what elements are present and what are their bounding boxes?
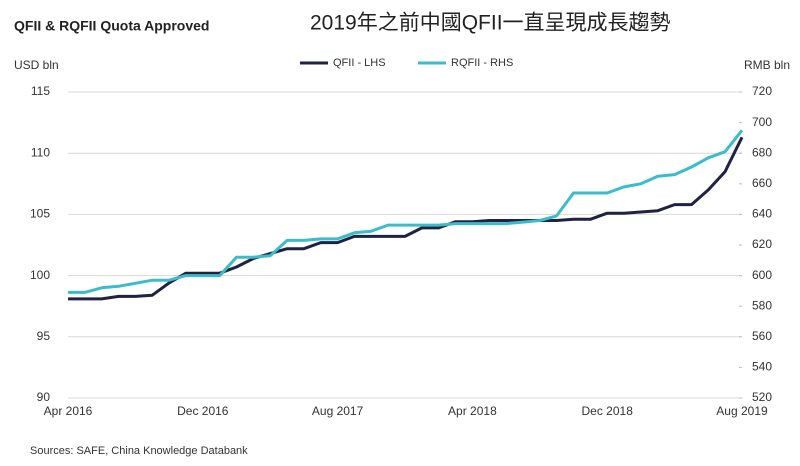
y2-tick-label: 580 [752, 298, 772, 312]
y2-tick-label: 680 [752, 145, 772, 159]
x-tick-label: Apr 2016 [44, 404, 93, 418]
chart-title: QFII & RQFII Quota Approved [14, 18, 209, 34]
series-line [68, 136, 744, 301]
y-tick-label: 115 [31, 84, 50, 98]
y-tick-label: 90 [37, 390, 51, 404]
y-tick-label: 100 [30, 268, 50, 282]
chart-subtitle: 2019年之前中國QFII一直呈現成長趨勢 [310, 12, 671, 35]
y2-tick-label: 700 [752, 115, 772, 129]
y2-axis-label: RMB bln [744, 58, 790, 72]
y2-tick-label: 660 [752, 176, 772, 190]
y2-tick-label: 560 [752, 329, 772, 343]
legend-label: RQFII - RHS [451, 57, 513, 69]
y2-tick-label: 720 [752, 84, 772, 98]
source-note: Sources: SAFE, China Knowledge Databank [30, 445, 248, 457]
y2-tick-label: 640 [752, 207, 772, 221]
legend-label: QFII - LHS [333, 57, 386, 69]
y-tick-label: 105 [30, 207, 50, 221]
y2-tick-label: 540 [752, 360, 772, 374]
series-line [68, 129, 744, 294]
x-tick-label: Apr 2018 [448, 404, 497, 418]
y-tick-label: 110 [31, 145, 50, 159]
x-tick-label: Dec 2016 [177, 404, 229, 418]
x-tick-label: Dec 2018 [582, 404, 634, 418]
y-tick-label: 95 [37, 329, 51, 343]
x-tick-label: Aug 2017 [312, 404, 364, 418]
y2-tick-label: 620 [752, 237, 772, 251]
y-axis-label: USD bln [14, 58, 59, 72]
y2-tick-label: 520 [752, 390, 772, 404]
x-tick-label: Aug 2019 [716, 404, 768, 418]
y2-tick-label: 600 [752, 268, 772, 282]
